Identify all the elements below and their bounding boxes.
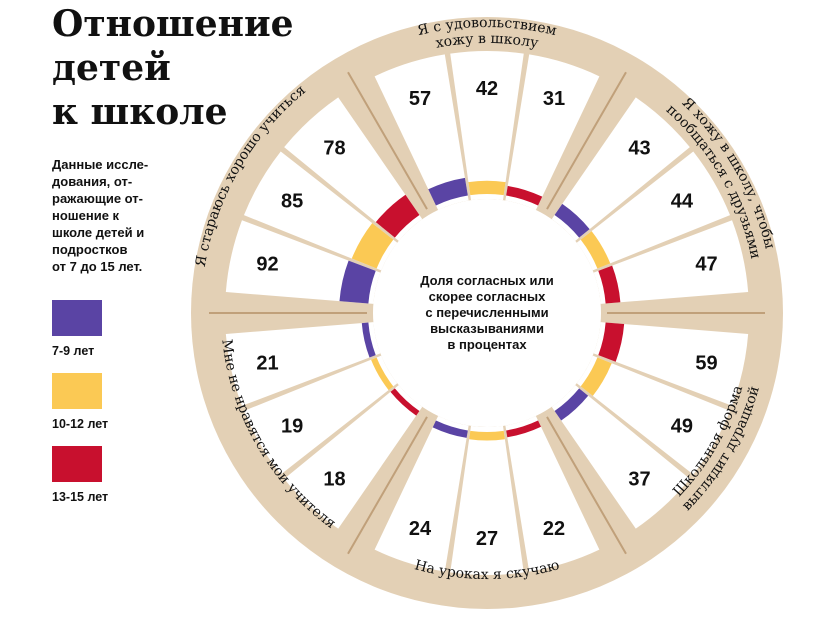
segment-panel: [243, 151, 398, 271]
segment-panel: [450, 425, 524, 576]
legend-item-7-9: 7-9 лет: [52, 300, 132, 358]
subtitle-line: от 7 до 15 лет.: [52, 259, 143, 274]
value-label: 44: [671, 191, 694, 213]
bar-10-12лет: [371, 357, 394, 391]
value-label: 42: [476, 78, 498, 100]
value-label: 21: [256, 352, 278, 374]
segment-panel: [225, 220, 381, 304]
segment-panel: [243, 355, 398, 475]
legend-swatch: [52, 300, 102, 336]
segment-panel: [505, 415, 600, 572]
bar-10-12лет: [469, 430, 505, 441]
segment-panel: [284, 97, 423, 241]
bar-7-9лет: [361, 322, 376, 358]
value-label: 85: [281, 191, 303, 213]
subtitle-line: школе детей и: [52, 225, 145, 240]
group-separator: [347, 71, 428, 210]
segment-panel: [225, 322, 381, 406]
subtitle-line: подростков: [52, 242, 128, 257]
value-label: 19: [281, 416, 303, 438]
value-label: 47: [695, 254, 717, 276]
subtitle-line: дования, от-: [52, 174, 133, 189]
legend-swatch: [52, 373, 102, 409]
bar-7-9лет: [432, 420, 468, 438]
bar-13-15лет: [598, 265, 621, 304]
bar-10-12лет: [468, 180, 506, 196]
segment-panel: [450, 50, 524, 201]
segment-panel: [551, 385, 690, 529]
inner-disc: [373, 199, 601, 427]
segment-panel: [374, 54, 469, 211]
center-label: Доля согласных или: [420, 273, 554, 288]
group-separator: [546, 71, 627, 210]
bar-13-15лет: [390, 388, 420, 416]
subtitle-line: ражающие от-: [52, 191, 143, 206]
value-label: 43: [628, 138, 650, 160]
bar-7-9лет: [554, 388, 589, 421]
value-label: 49: [671, 416, 693, 438]
segment-panel: [593, 220, 749, 304]
value-label: 22: [543, 518, 565, 540]
value-label: 18: [323, 468, 345, 490]
subtitle-line: Данные иссле-: [52, 157, 149, 172]
segment-panel: [284, 385, 423, 529]
legend-swatch: [52, 446, 102, 482]
value-label: 27: [476, 528, 498, 550]
legend-label: 13-15 лет: [52, 490, 109, 504]
segment-panel: [593, 322, 749, 406]
center-label: с перечисленными: [425, 305, 548, 320]
value-label: 57: [409, 88, 431, 110]
bar-7-9лет: [428, 177, 468, 206]
bar-13-15лет: [506, 420, 542, 438]
bar-10-12лет: [580, 357, 612, 396]
bar-10-12лет: [351, 223, 394, 269]
title-line: детей: [52, 47, 171, 89]
segment-panel: [551, 97, 690, 241]
bar-13-15лет: [375, 194, 420, 238]
group-separator: [347, 416, 428, 555]
value-label: 37: [628, 468, 650, 490]
legend-label: 7-9 лет: [52, 344, 95, 358]
value-label: 24: [409, 518, 432, 540]
group-separator: [546, 416, 627, 555]
center-label: скорее согласных: [429, 289, 546, 304]
group-label: хожу в школу: [434, 31, 540, 52]
bar-10-12лет: [580, 231, 611, 269]
subtitle-line: ношение к: [52, 208, 120, 223]
segment-panel: [576, 355, 731, 475]
segment-panel: [374, 415, 469, 572]
value-label: 59: [695, 352, 717, 374]
value-label: 31: [543, 88, 565, 110]
center-label: в процентах: [447, 337, 527, 352]
bar-7-9лет: [554, 203, 590, 238]
legend-label: 10-12 лет: [52, 417, 109, 431]
subtitle: Данные иссле- дования, от- ражающие от- …: [52, 156, 182, 275]
value-label: 78: [323, 138, 345, 160]
title-line: Отношение: [52, 3, 294, 45]
value-label: 92: [256, 254, 278, 276]
legend-item-13-15: 13-15 лет: [52, 446, 132, 504]
page-title: Отношение детей к школе: [52, 2, 294, 134]
segment-panel: [576, 151, 731, 271]
segment-panel: [505, 54, 600, 211]
bar-13-15лет: [506, 185, 543, 206]
title-line: к школе: [52, 91, 228, 133]
legend-item-10-12: 10-12 лет: [52, 373, 132, 431]
center-label: высказываниями: [430, 321, 544, 336]
bar-7-9лет: [339, 260, 376, 304]
bar-13-15лет: [598, 322, 625, 362]
